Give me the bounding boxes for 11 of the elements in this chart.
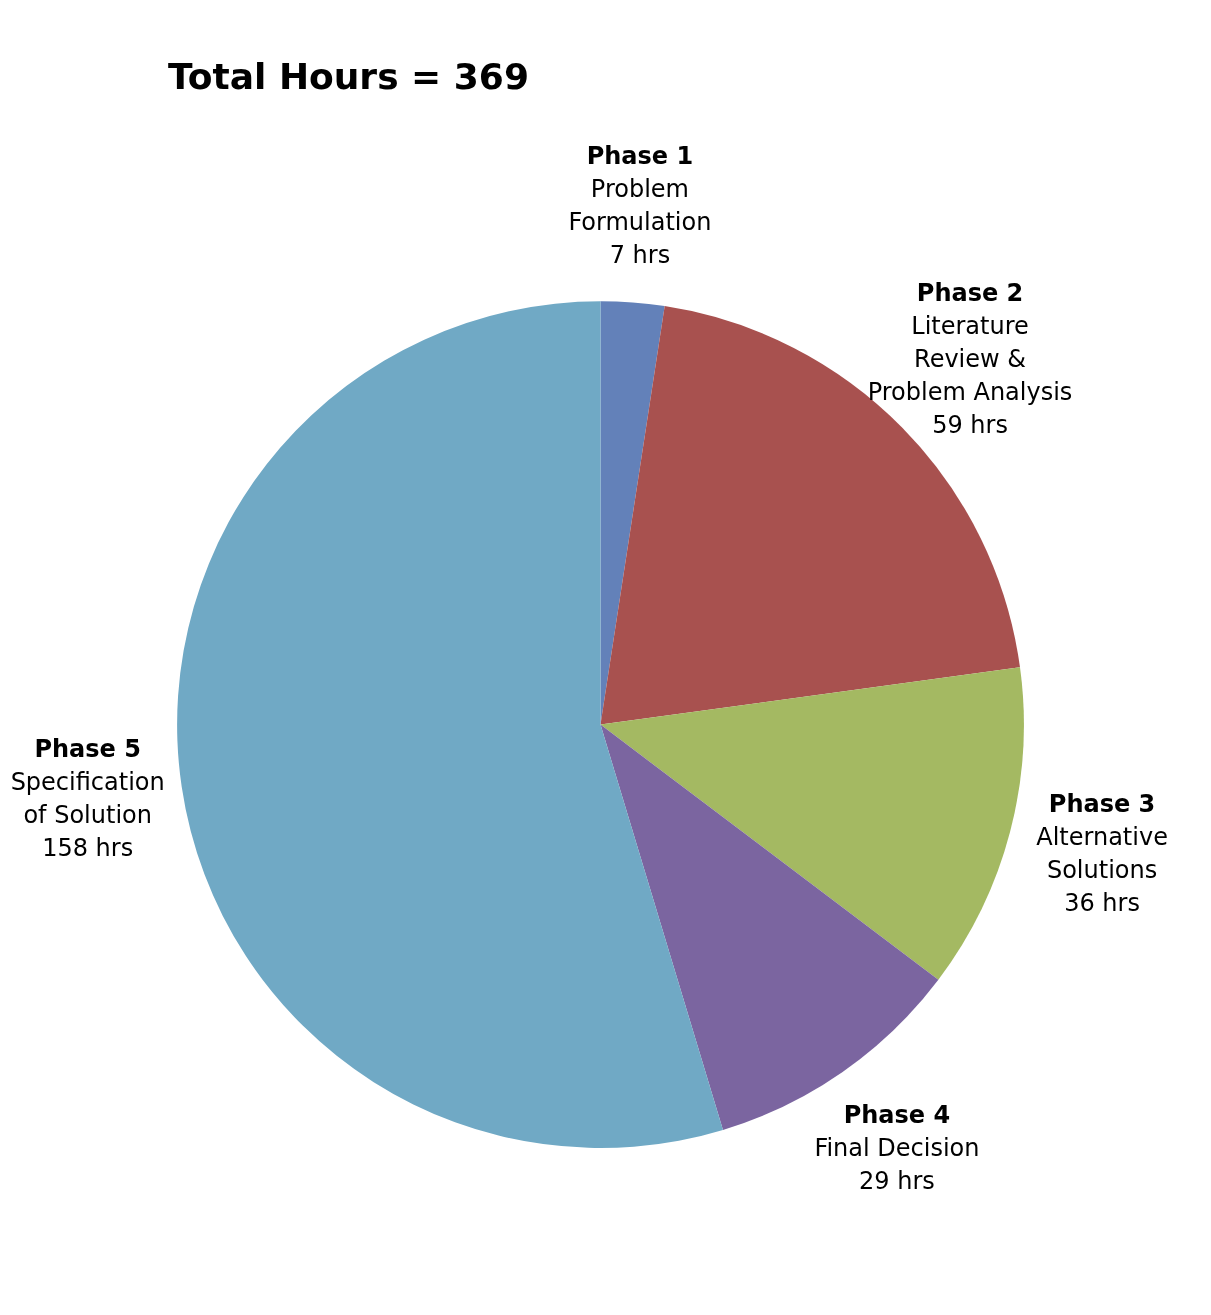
slice-label: Phase 4 Final Decision	[814, 1101, 980, 1163]
data-label: 7 hrs	[609, 241, 671, 270]
data-label: 36 hrs	[1064, 889, 1140, 918]
data-label: 158 hrs	[42, 834, 134, 863]
slice-label: Phase 3 Alternative Solutions	[1036, 790, 1168, 885]
slice-label: Phase 2 Literature Review & Problem Analysis	[867, 279, 1073, 407]
data-label: 59 hrs	[932, 411, 1008, 440]
chart-title: Total Hours = 369	[168, 55, 529, 97]
data-label: 29 hrs	[859, 1167, 935, 1196]
slice-label: Phase 5 Specification of Solution	[10, 735, 165, 830]
slice-label: Phase 1 Problem Formulation	[568, 142, 712, 237]
